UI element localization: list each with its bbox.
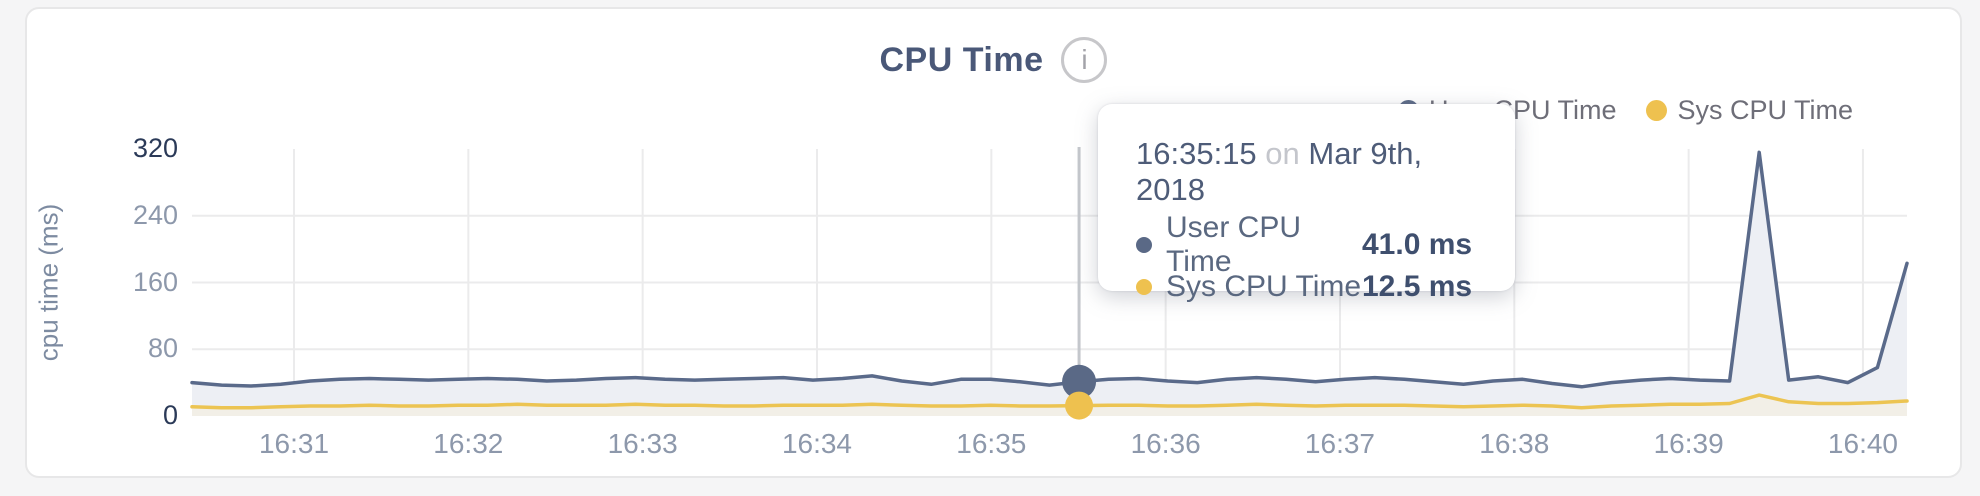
y-tick-label: 160 <box>132 266 178 297</box>
cpu-time-card: CPU Time i User CPU Time Sys CPU Time cpu… <box>25 7 1962 478</box>
y-tick-label: 320 <box>132 133 178 163</box>
y-tick-label: 80 <box>147 333 178 364</box>
y-tick-label: 240 <box>132 199 178 230</box>
x-tick-label: 16:39 <box>1653 428 1724 459</box>
x-tick-label: 16:37 <box>1304 428 1375 459</box>
x-tick-label: 16:35 <box>956 428 1027 459</box>
legend-dot <box>1646 100 1668 121</box>
info-icon[interactable]: i <box>1061 37 1108 83</box>
tooltip-series-value: 12.5 ms <box>1362 270 1473 303</box>
tooltip-row-user-cpu-time: User CPU Time 41.0 ms <box>1136 211 1485 278</box>
tooltip-header: 16:35:15 on Mar 9th, 2018 <box>1136 136 1485 208</box>
tooltip-series-value: 41.0 ms <box>1362 228 1473 261</box>
hover-point-sys <box>1065 391 1094 420</box>
info-icon-glyph: i <box>1081 44 1088 75</box>
x-tick-label: 16:33 <box>607 428 678 459</box>
legend-item-sys-cpu-time[interactable]: Sys CPU Time <box>1646 95 1853 126</box>
tooltip-row-sys-cpu-time: Sys CPU Time 12.5 ms <box>1136 266 1485 308</box>
hover-point-user <box>1062 364 1097 399</box>
page-title: CPU Time <box>879 40 1044 79</box>
series-line-sys <box>190 393 1909 410</box>
tooltip-date: Mar 9th, 2018 <box>1136 136 1423 207</box>
tooltip-rows: User CPU Time 41.0 ms Sys CPU Time 12.5 ms <box>1136 211 1485 308</box>
x-tick-label: 16:36 <box>1130 428 1201 459</box>
series-area-user <box>192 152 1907 417</box>
card-header: CPU Time i <box>27 37 1960 83</box>
x-tick-label: 16:40 <box>1827 428 1898 459</box>
y-tick-label: 0 <box>162 400 178 430</box>
x-tick-label: 16:32 <box>433 428 504 459</box>
series-area-sys <box>192 395 1907 416</box>
legend-label: Sys CPU Time <box>1677 95 1853 125</box>
tooltip-series-label: Sys CPU Time <box>1166 270 1362 303</box>
x-tick-label: 16:38 <box>1479 428 1550 459</box>
tooltip-preposition: on <box>1265 136 1300 171</box>
tooltip-series-dot <box>1136 237 1152 253</box>
tooltip-series-dot <box>1136 279 1152 295</box>
series-line-user <box>190 150 1909 389</box>
x-tick-label: 16:31 <box>258 428 330 459</box>
tooltip-series-label: User CPU Time <box>1166 211 1302 278</box>
chart-plot-area[interactable] <box>190 139 1909 429</box>
chart-tooltip: 16:35:15 on Mar 9th, 2018 User CPU Time 4… <box>1098 104 1515 303</box>
x-tick-label: 16:34 <box>781 428 853 459</box>
tooltip-time: 16:35:15 <box>1136 136 1257 171</box>
